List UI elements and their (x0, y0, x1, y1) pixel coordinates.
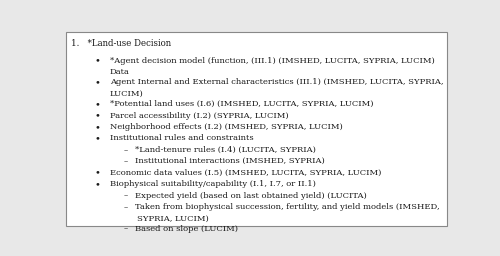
Text: 1.   *Land-use Decision: 1. *Land-use Decision (71, 39, 171, 48)
Text: Institutional rules and constraints: Institutional rules and constraints (110, 134, 254, 142)
Text: Economic data values (I.5) (IMSHED, LUCITA, SYPRIA, LUCIM): Economic data values (I.5) (IMSHED, LUCI… (110, 169, 381, 177)
Text: Neighborhood effects (I.2) (IMSHED, SYPRIA, LUCIM): Neighborhood effects (I.2) (IMSHED, SYPR… (110, 123, 342, 131)
Text: *Land-tenure rules (I.4) (LUCITA, SYPRIA): *Land-tenure rules (I.4) (LUCITA, SYPRIA… (136, 146, 316, 154)
Text: •: • (94, 100, 100, 109)
Text: –: – (124, 225, 128, 233)
Text: Taken from biophysical succession, fertility, and yield models (IMSHED,: Taken from biophysical succession, ferti… (136, 203, 440, 211)
Text: Institutional interactions (IMSHED, SYPRIA): Institutional interactions (IMSHED, SYPR… (136, 157, 325, 165)
Text: –: – (124, 203, 128, 211)
Text: •: • (94, 112, 100, 121)
Text: •: • (94, 78, 100, 87)
Text: –: – (124, 146, 128, 154)
Text: *Potential land uses (I.6) (IMSHED, LUCITA, SYPRIA, LUCIM): *Potential land uses (I.6) (IMSHED, LUCI… (110, 100, 374, 108)
Text: Expected yield (based on last obtained yield) (LUCITA): Expected yield (based on last obtained y… (136, 191, 367, 200)
Text: Parcel accessibility (I.2) (SYPRIA, LUCIM): Parcel accessibility (I.2) (SYPRIA, LUCI… (110, 112, 288, 120)
Text: •: • (94, 123, 100, 132)
Text: Agent Internal and External characteristics (III.1) (IMSHED, LUCITA, SYPRIA,: Agent Internal and External characterist… (110, 78, 444, 87)
Text: LUCIM): LUCIM) (110, 90, 144, 98)
Text: Data: Data (110, 68, 130, 76)
Text: Biophysical suitability/capability (I.1, I.7, or II.1): Biophysical suitability/capability (I.1,… (110, 180, 316, 188)
Text: *Agent decision model (function, (III.1) (IMSHED, LUCITA, SYPRIA, LUCIM): *Agent decision model (function, (III.1)… (110, 57, 434, 65)
Text: Based on slope (LUCIM): Based on slope (LUCIM) (136, 225, 238, 233)
Text: •: • (94, 180, 100, 189)
Text: •: • (94, 57, 100, 66)
Text: •: • (94, 134, 100, 143)
Text: •: • (94, 169, 100, 178)
FancyBboxPatch shape (66, 32, 447, 226)
Text: SYPRIA, LUCIM): SYPRIA, LUCIM) (138, 215, 209, 222)
Text: –: – (124, 157, 128, 165)
Text: –: – (124, 191, 128, 200)
